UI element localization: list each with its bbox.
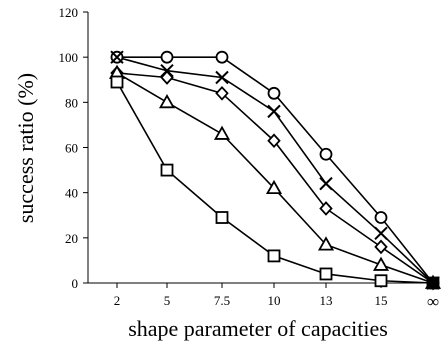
triangle-marker bbox=[213, 125, 231, 140]
y-tick-label: 0 bbox=[72, 276, 79, 291]
y-tick-label: 100 bbox=[59, 50, 79, 65]
circle-marker bbox=[160, 50, 174, 64]
y-tick-label: 120 bbox=[59, 5, 79, 20]
y-axis-title: success ratio (%) bbox=[13, 73, 38, 223]
tick-labels: 0 20 40 60 80 100 120 2 5 7.5 10 13 15 ∞ bbox=[59, 5, 440, 311]
circle-marker bbox=[319, 147, 333, 161]
circle-marker bbox=[215, 50, 229, 64]
diamond-marker bbox=[267, 133, 281, 149]
y-tick-label: 80 bbox=[65, 95, 78, 110]
triangle-marker bbox=[158, 94, 176, 109]
y-tick-label: 20 bbox=[65, 231, 78, 246]
square-marker bbox=[267, 249, 281, 263]
square-marker bbox=[374, 274, 388, 288]
triangle-marker bbox=[317, 236, 335, 251]
diamond-marker bbox=[319, 201, 333, 216]
diamond-marker bbox=[160, 70, 174, 85]
cross-marker bbox=[215, 70, 229, 85]
square-marker bbox=[110, 75, 124, 89]
diamond-marker bbox=[215, 85, 229, 101]
triangle-marker bbox=[372, 256, 390, 271]
x-tick-label: 7.5 bbox=[214, 293, 230, 308]
square-marker bbox=[319, 267, 333, 281]
cross-marker bbox=[319, 176, 333, 191]
y-tick-label: 40 bbox=[65, 186, 78, 201]
cross-marker bbox=[374, 226, 388, 241]
diamond-marker bbox=[374, 239, 388, 255]
x-tick-label: 10 bbox=[268, 293, 281, 308]
cross-marker bbox=[110, 50, 124, 64]
x-tick-label: ∞ bbox=[427, 292, 439, 311]
circle-marker bbox=[267, 86, 281, 100]
x-tick-label: 15 bbox=[375, 293, 388, 308]
x-tick-label: 13 bbox=[320, 293, 333, 308]
square-marker bbox=[215, 211, 229, 224]
x-tick-label: 5 bbox=[164, 293, 171, 308]
square-marker bbox=[160, 163, 174, 177]
x-tick-label: 2 bbox=[114, 293, 121, 308]
y-tick-label: 60 bbox=[65, 141, 78, 156]
cross-marker bbox=[267, 104, 281, 119]
circle-marker bbox=[374, 211, 388, 224]
x-axis-title: shape parameter of capacities bbox=[128, 316, 388, 341]
triangle-marker bbox=[265, 179, 283, 195]
series-markers bbox=[108, 50, 442, 291]
square-marker bbox=[426, 276, 440, 290]
